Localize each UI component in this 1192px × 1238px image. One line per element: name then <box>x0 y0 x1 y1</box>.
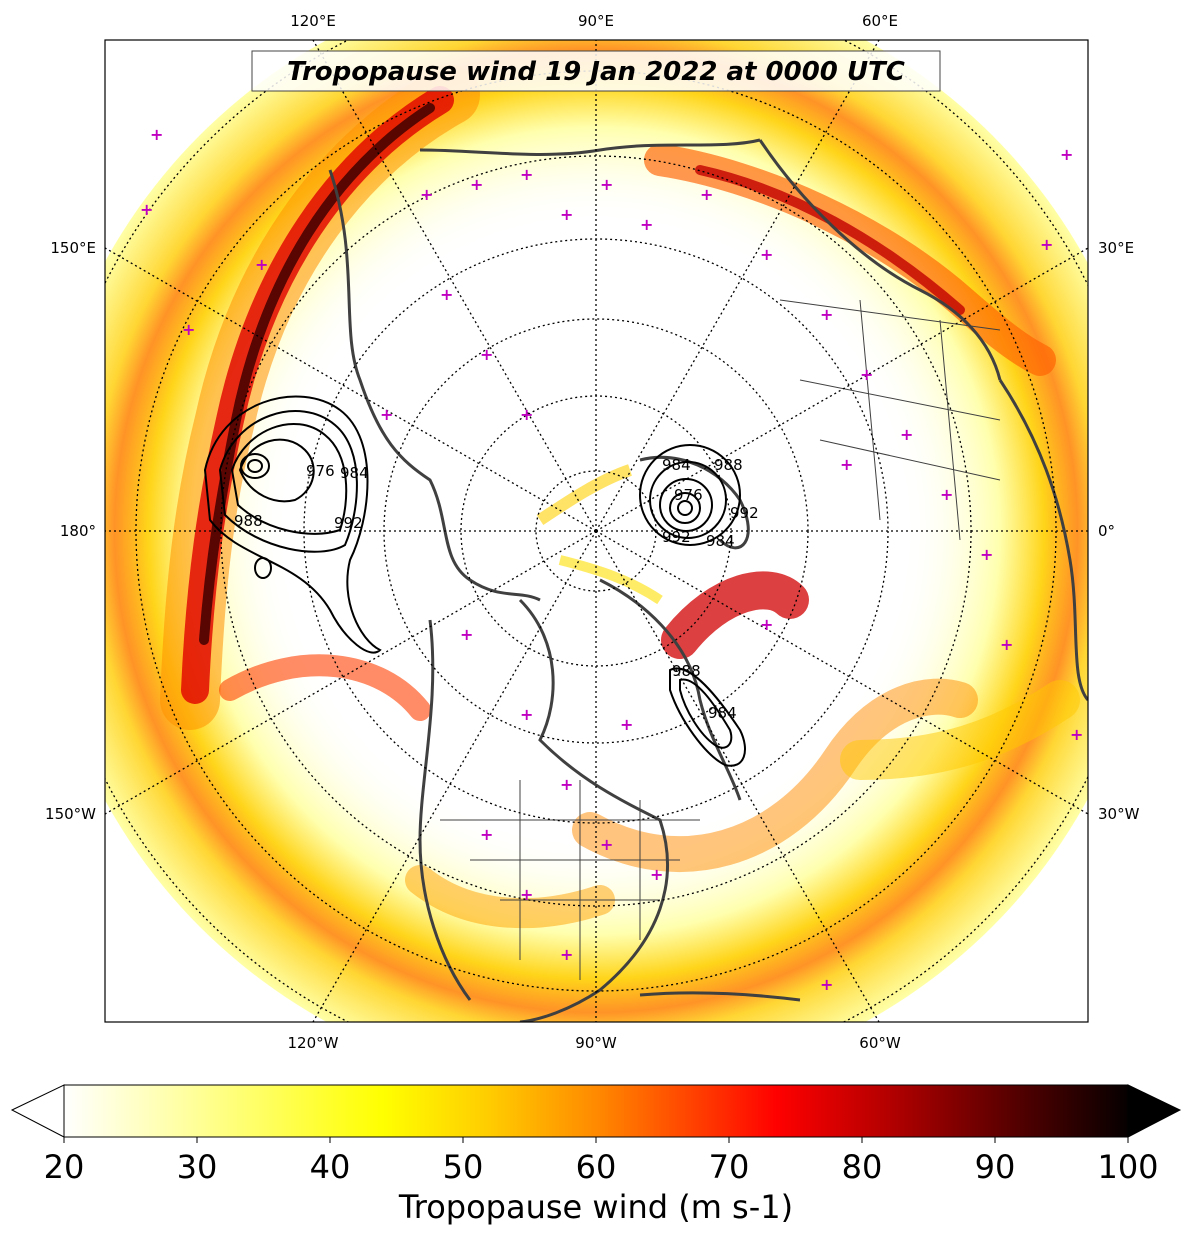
obs-marker: + <box>560 945 573 964</box>
contour-label: 992 <box>730 504 759 522</box>
obs-marker: + <box>380 405 393 424</box>
colorbar-tick: 100 <box>1097 1148 1158 1186</box>
colorbar: 20 30 40 50 60 70 80 90 100 Tropopause w… <box>10 1084 1182 1226</box>
obs-marker: + <box>140 200 153 219</box>
obs-marker: + <box>560 205 573 224</box>
obs-marker: + <box>700 185 713 204</box>
contour-label: 984 <box>708 704 737 722</box>
contour-label: 988 <box>672 662 701 680</box>
obs-marker: + <box>560 775 573 794</box>
obs-marker: + <box>650 865 663 884</box>
obs-marker: + <box>820 975 833 994</box>
obs-marker: + <box>480 825 493 844</box>
obs-marker: + <box>640 215 653 234</box>
contour-label: 976 <box>306 462 335 480</box>
colorbar-tick: 80 <box>842 1148 883 1186</box>
obs-marker: + <box>1070 725 1083 744</box>
lon-label: 120°E <box>290 12 336 30</box>
colorbar-bar <box>63 1084 1129 1138</box>
contour-label: 992 <box>334 514 363 532</box>
lon-label: 60°W <box>859 1034 901 1052</box>
obs-marker: + <box>150 125 163 144</box>
obs-marker: + <box>255 255 268 274</box>
colorbar-tick: 70 <box>709 1148 750 1186</box>
obs-marker: + <box>860 365 873 384</box>
obs-marker: + <box>980 545 993 564</box>
obs-marker: + <box>520 165 533 184</box>
contour-label: 984 <box>662 456 691 474</box>
obs-marker: + <box>520 405 533 424</box>
obs-marker: + <box>760 615 773 634</box>
obs-marker: + <box>460 625 473 644</box>
contour-label: 988 <box>234 512 263 530</box>
colorbar-tick: 90 <box>975 1148 1016 1186</box>
colorbar-tick: 50 <box>443 1148 484 1186</box>
contour-labels: 976 984 988 992 976 984 992 988 984 992 … <box>234 456 759 722</box>
colorbar-tick: 30 <box>177 1148 218 1186</box>
lon-label: 150°W <box>45 805 96 823</box>
observation-markers: + + + + + + + + + + + + + + + + + + + + <box>140 125 1083 994</box>
colorbar-tick: 40 <box>310 1148 351 1186</box>
map-title: Tropopause wind 19 Jan 2022 at 0000 UTC <box>287 57 905 87</box>
obs-marker: + <box>820 305 833 324</box>
obs-marker: + <box>480 345 493 364</box>
obs-marker: + <box>600 175 613 194</box>
lon-label: 0° <box>1098 522 1115 540</box>
obs-marker: + <box>940 485 953 504</box>
obs-marker: + <box>1060 145 1073 164</box>
lon-label: 90°E <box>578 12 614 30</box>
obs-marker: + <box>520 705 533 724</box>
obs-marker: + <box>840 455 853 474</box>
wind-field: + + + + + + + + + + + + + + + + + + + + <box>105 40 1088 1022</box>
contour-label: 988 <box>714 456 743 474</box>
obs-marker: + <box>1000 635 1013 654</box>
colorbar-extend-low <box>10 1084 65 1138</box>
contour-label: 984 <box>706 532 735 550</box>
map-frame <box>104 39 1089 1023</box>
title-box: Tropopause wind 19 Jan 2022 at 0000 UTC <box>251 50 941 92</box>
graticule <box>105 40 1088 1022</box>
obs-marker: + <box>760 245 773 264</box>
obs-marker: + <box>440 285 453 304</box>
lon-label: 180° <box>60 522 96 540</box>
obs-marker: + <box>600 835 613 854</box>
contour-label: 984 <box>340 464 369 482</box>
colorbar-extend-high <box>1127 1084 1182 1138</box>
contour-label: 976 <box>674 486 703 504</box>
lon-label: 30°W <box>1098 805 1140 823</box>
colorbar-tick: 60 <box>576 1148 617 1186</box>
lon-label: 120°W <box>288 1034 339 1052</box>
contour-label: 992 <box>662 528 691 546</box>
obs-marker: + <box>620 715 633 734</box>
map-panel: + + + + + + + + + + + + + + + + + + + + <box>104 39 1089 1023</box>
obs-marker: + <box>520 885 533 904</box>
obs-marker: + <box>470 175 483 194</box>
obs-marker: + <box>420 185 433 204</box>
obs-marker: + <box>182 320 195 339</box>
lon-label: 30°E <box>1098 239 1134 257</box>
longitude-labels: 120°E 90°E 60°E 120°W 90°W 60°W 150°E 18… <box>45 12 1140 1052</box>
obs-marker: + <box>900 425 913 444</box>
obs-marker: + <box>1040 235 1053 254</box>
colorbar-tick: 20 <box>44 1148 85 1186</box>
colorbar-tick-marks <box>63 1137 1129 1143</box>
pressure-contours <box>203 395 746 767</box>
lon-label: 90°W <box>575 1034 617 1052</box>
lon-label: 150°E <box>50 239 96 257</box>
colorbar-label: Tropopause wind (m s-1) <box>398 1188 793 1226</box>
lon-label: 60°E <box>862 12 898 30</box>
